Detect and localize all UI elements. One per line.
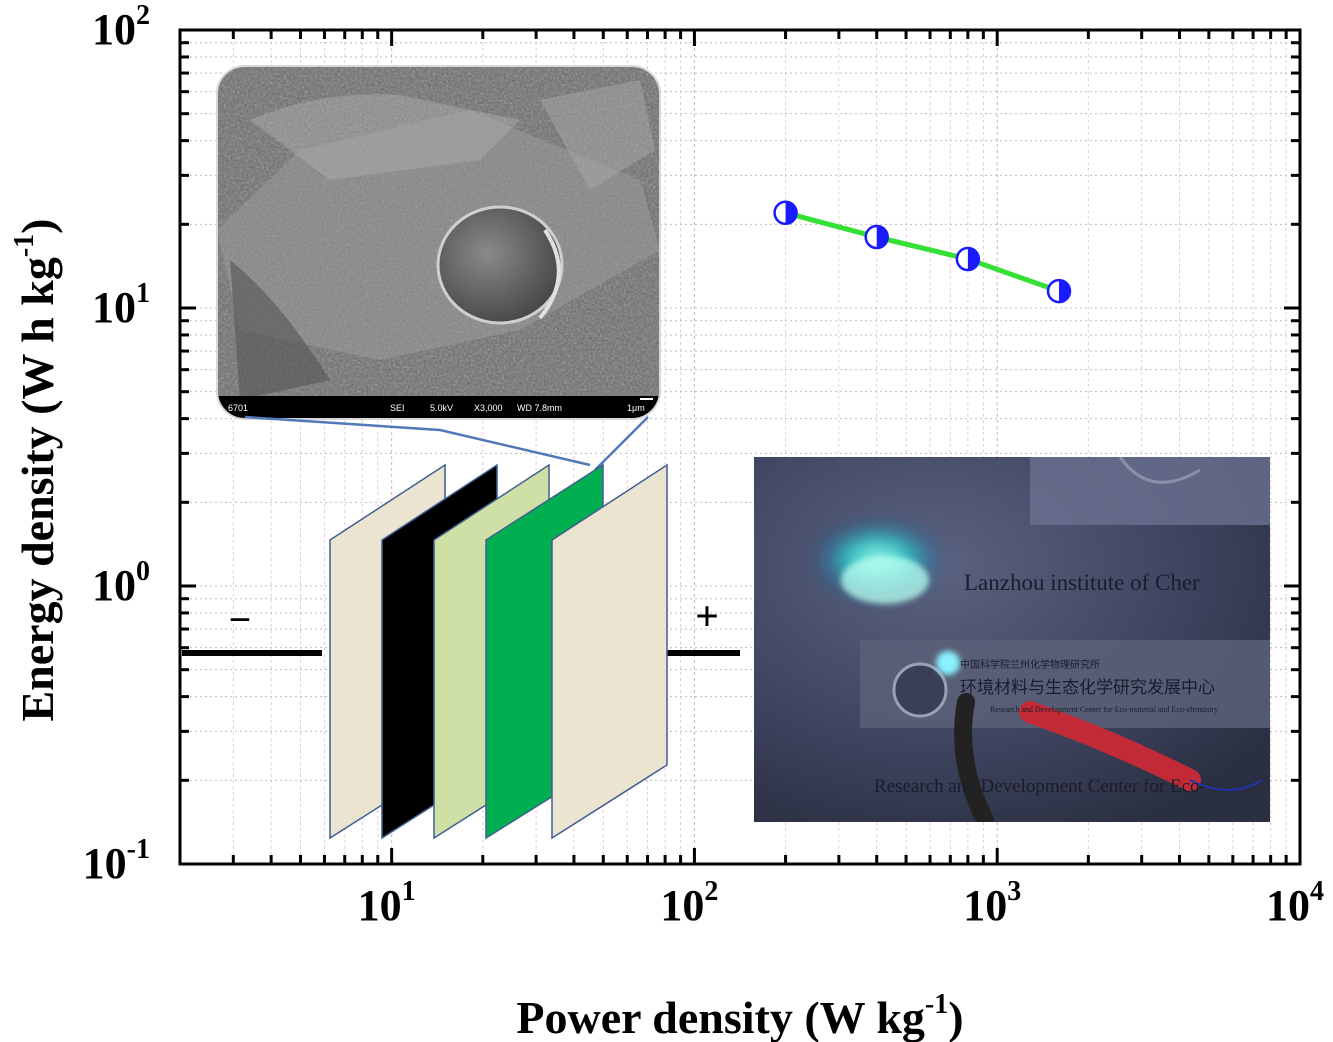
y-axis-title: Energy density (W h kg-1) bbox=[9, 219, 63, 722]
sem-label-voltage: 5.0kV bbox=[430, 403, 453, 413]
sem-inset: 6701 SEI 5.0kV X3,000 WD 7.8mm 1μm bbox=[216, 65, 661, 420]
sem-label-mode: SEI bbox=[390, 403, 405, 413]
plot-frame bbox=[178, 28, 1302, 866]
y-tick-label: 102 bbox=[92, 0, 150, 54]
data-point bbox=[1046, 278, 1072, 304]
x-tick-label: 103 bbox=[963, 876, 1021, 930]
x-tick-label: 102 bbox=[660, 876, 718, 930]
data-series bbox=[773, 200, 1072, 304]
data-point bbox=[773, 200, 798, 226]
photo-text-cn-institute: 中国科学院兰州化学物理研究所 bbox=[960, 658, 1100, 671]
minus-sign: − bbox=[229, 597, 252, 642]
tick-labels: 101 102 103 104 10-1 100 101 102 bbox=[83, 0, 1324, 930]
device-layer-current-collector-right bbox=[551, 463, 668, 840]
axis-ticks bbox=[178, 28, 1302, 866]
sem-label-id: 6701 bbox=[228, 403, 248, 413]
device-schematic: − + bbox=[182, 463, 740, 840]
x-tick-label: 101 bbox=[358, 876, 416, 930]
photo-text-center-small: Research and Development Center for Eco-… bbox=[990, 705, 1218, 714]
plus-sign: + bbox=[695, 594, 719, 640]
sem-label-scale: 1μm bbox=[627, 403, 645, 413]
data-point bbox=[955, 246, 981, 272]
sem-label-magnification: X3,000 bbox=[474, 403, 503, 413]
led-photo-inset: Lanzhou institute of Cher 中国科学院兰州化学物理研究所… bbox=[754, 457, 1270, 822]
x-tick-label: 104 bbox=[1266, 876, 1324, 930]
y-tick-label: 10-1 bbox=[83, 834, 150, 888]
photo-text-cn-center: 环境材料与生态化学研究发展中心 bbox=[960, 678, 1215, 697]
y-tick-label: 101 bbox=[92, 278, 150, 332]
y-tick-label: 100 bbox=[92, 556, 150, 610]
inset-connector-lines bbox=[244, 415, 649, 471]
data-point bbox=[864, 224, 889, 250]
sem-label-wd: WD 7.8mm bbox=[517, 403, 562, 413]
photo-text-center: Research and Development Center for Eco- bbox=[874, 776, 1206, 797]
series-line bbox=[784, 210, 1060, 294]
x-axis-title: Power density (W kg-1) bbox=[516, 989, 963, 1042]
photo-text-institute: Lanzhou institute of Cher bbox=[964, 570, 1200, 595]
